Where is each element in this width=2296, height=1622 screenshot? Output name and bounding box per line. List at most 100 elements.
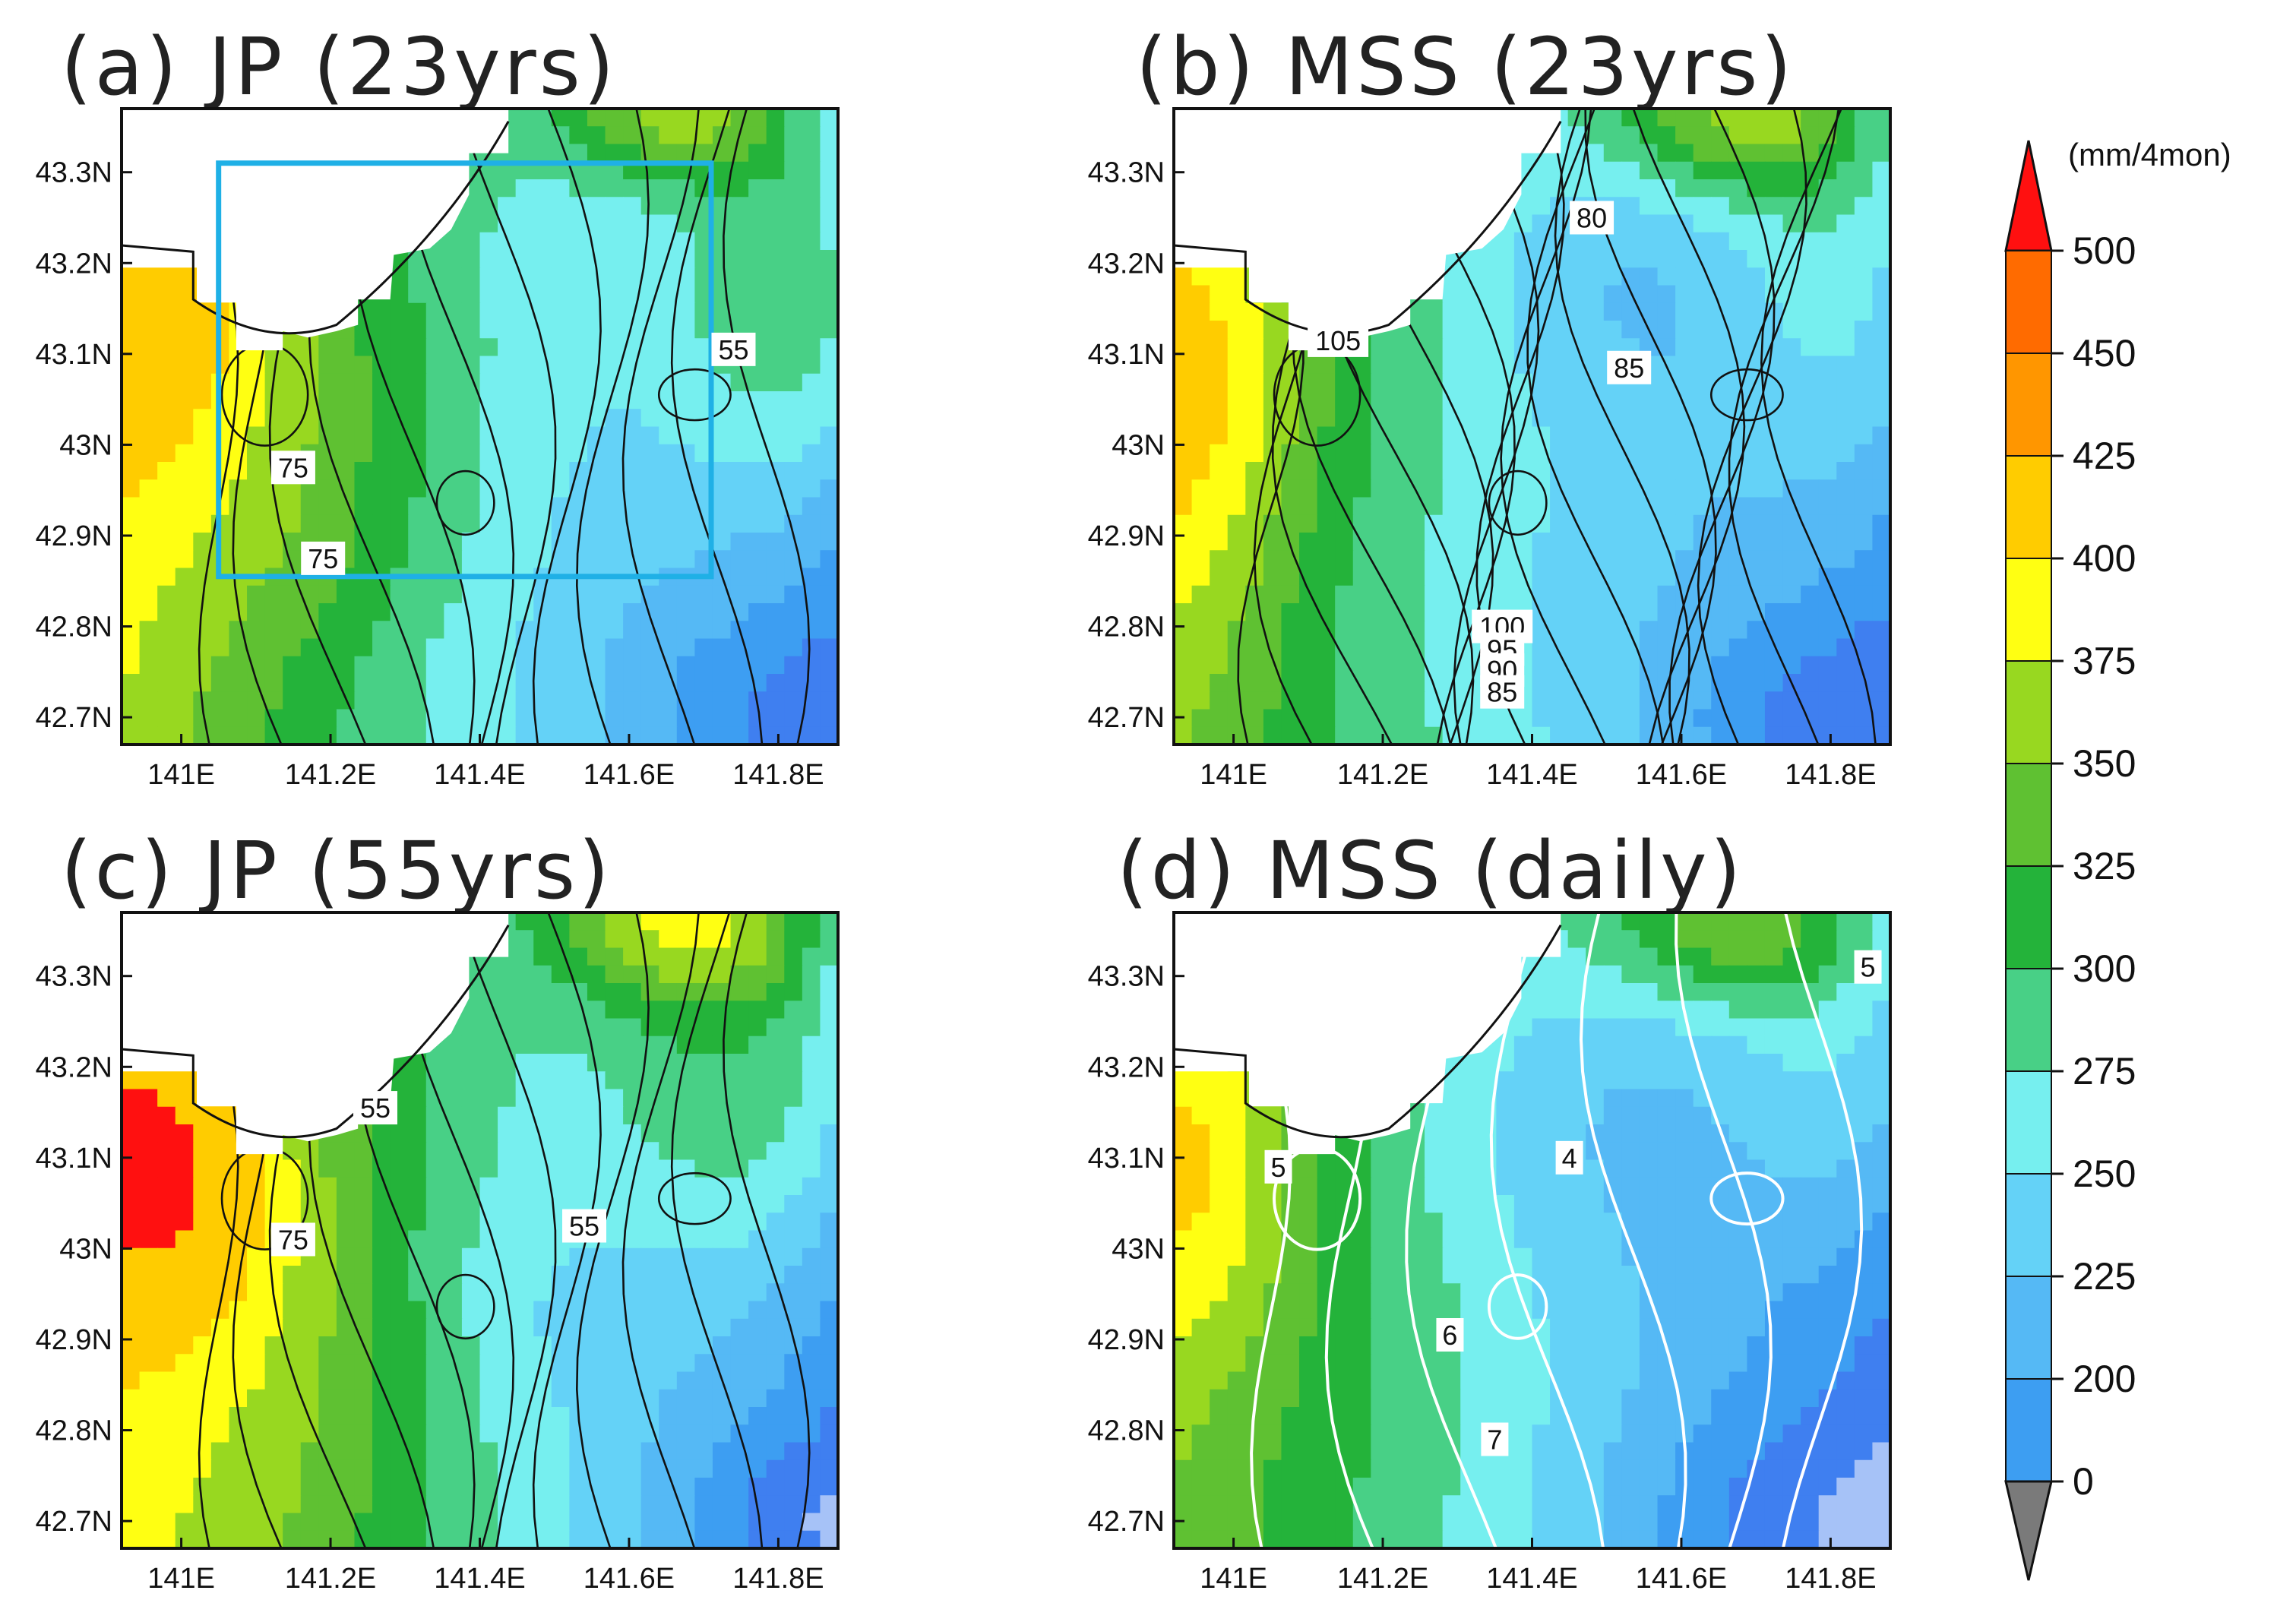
field-cell — [730, 726, 749, 745]
field-cell — [533, 462, 552, 481]
field-cell — [1782, 1106, 1801, 1125]
field-cell — [1317, 409, 1336, 428]
field-cell — [802, 983, 821, 1002]
field-cell — [372, 1213, 391, 1232]
field-cell — [336, 1424, 356, 1443]
field-cell — [425, 1054, 445, 1073]
field-cell — [1317, 356, 1336, 375]
field-cell — [551, 1106, 571, 1125]
field-cell — [157, 1230, 176, 1249]
field-cell — [122, 585, 141, 604]
field-cell — [122, 267, 141, 286]
field-cell — [587, 302, 606, 321]
field-cell — [1747, 232, 1766, 251]
field-cell — [623, 479, 642, 498]
field-cell — [802, 965, 821, 984]
field-cell — [748, 1424, 767, 1443]
field-cell — [1352, 462, 1372, 481]
field-cell — [766, 1407, 786, 1426]
field-cell — [1513, 267, 1533, 286]
field-cell — [605, 983, 624, 1002]
field-cell — [533, 1213, 552, 1232]
field-cell — [515, 965, 535, 984]
field-cell — [1567, 568, 1587, 587]
field-cell — [122, 603, 141, 622]
field-cell — [676, 1354, 696, 1373]
field-cell — [766, 514, 786, 533]
field-cell — [1460, 1089, 1479, 1108]
field-cell — [569, 1106, 588, 1125]
field-cell — [1872, 409, 1890, 428]
field-cell — [533, 603, 552, 622]
field-cell — [820, 691, 838, 710]
field-cell — [425, 373, 445, 392]
field-cell — [712, 1230, 732, 1249]
field-cell — [210, 1513, 230, 1532]
field-cell — [1836, 197, 1855, 216]
field-cell — [748, 1018, 767, 1037]
field-cell — [210, 726, 230, 745]
field-cell — [354, 1389, 373, 1408]
field-cell — [784, 1213, 803, 1232]
field-cell — [157, 1266, 176, 1285]
field-cell — [640, 1318, 660, 1337]
field-cell — [1603, 109, 1623, 128]
field-cell — [1747, 479, 1766, 498]
field-cell — [1782, 161, 1801, 180]
field-cell — [1460, 497, 1479, 516]
field-cell — [1210, 656, 1229, 675]
field-cell — [318, 514, 337, 533]
field-cell — [1388, 568, 1408, 587]
field-cell — [515, 391, 535, 410]
field-cell — [1801, 912, 1820, 931]
field-cell — [1801, 514, 1820, 533]
field-cell — [498, 1230, 517, 1249]
field-cell — [766, 1159, 786, 1178]
field-cell — [372, 1266, 391, 1285]
field-cell — [676, 514, 696, 533]
field-cell — [820, 1495, 838, 1514]
field-cell — [390, 514, 410, 533]
field-cell — [784, 1054, 803, 1073]
field-cell — [1782, 1001, 1801, 1020]
field-cell — [408, 302, 427, 321]
field-cell — [1227, 1089, 1247, 1108]
field-cell — [1854, 1001, 1874, 1020]
field-cell — [1872, 267, 1890, 286]
field-cell — [175, 1513, 194, 1532]
field-cell — [784, 338, 803, 357]
field-cell — [1567, 550, 1587, 569]
field-cell — [659, 126, 678, 145]
field-cell — [157, 479, 176, 498]
field-cell — [784, 1177, 803, 1196]
field-cell — [408, 338, 427, 357]
field-cell — [175, 621, 194, 640]
field-cell — [1728, 321, 1748, 340]
field-cell — [820, 585, 838, 604]
field-cell — [264, 1389, 283, 1408]
field-cell — [122, 691, 141, 710]
field-cell — [1675, 373, 1694, 392]
field-cell — [1603, 444, 1623, 463]
x-tick-label: 141E — [147, 759, 215, 791]
field-cell — [157, 1195, 176, 1214]
field-cell — [1764, 726, 1784, 745]
field-cell — [1854, 726, 1874, 745]
field-cell — [336, 603, 356, 622]
field-cell — [300, 1442, 320, 1461]
field-cell — [766, 1124, 786, 1143]
field-cell — [210, 1142, 230, 1161]
field-cell — [1335, 444, 1354, 463]
field-cell — [390, 1459, 410, 1478]
field-cell — [1263, 533, 1282, 552]
field-cell — [587, 1018, 606, 1037]
field-cell — [1818, 338, 1838, 357]
field-cell — [122, 514, 141, 533]
field-cell — [425, 1213, 445, 1232]
field-cell — [157, 409, 176, 428]
field-cell — [533, 1407, 552, 1426]
field-cell — [1782, 144, 1801, 163]
field-cell — [587, 1459, 606, 1478]
field-cell — [390, 1247, 410, 1266]
field-cell — [623, 356, 642, 375]
